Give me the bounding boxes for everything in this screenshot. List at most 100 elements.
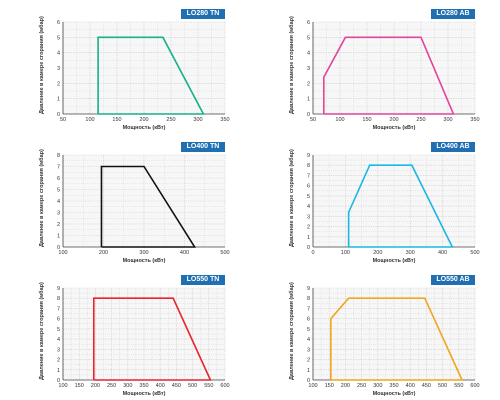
y-tick-label: 5 [307, 194, 310, 200]
y-tick-label: 0 [307, 378, 310, 384]
y-tick-label: 2 [57, 358, 60, 364]
y-tick-label: 4 [307, 204, 310, 210]
x-tick-label: 100 [308, 383, 317, 389]
chart-title-badge: LO280 TN [181, 9, 225, 19]
x-tick-label: 600 [220, 383, 229, 389]
y-tick-label: 7 [307, 173, 310, 179]
chart-title-badge: LO400 AB [431, 142, 475, 152]
y-tick-label: 2 [307, 81, 310, 87]
y-tick-label: 8 [57, 153, 60, 159]
x-axis-label: Мощность (кВт) [372, 258, 416, 264]
y-tick-label: 3 [57, 66, 60, 72]
x-tick-label: 200 [139, 117, 148, 123]
x-tick-label: 300 [373, 383, 382, 389]
plot-area: 0 100 200 300 400 500 0 1 2 3 4 5 6 7 8 9 [307, 153, 480, 256]
y-tick-label: 6 [57, 176, 60, 182]
y-tick-label: 1 [57, 368, 60, 374]
plot-area: 50 100 150 200 250 300 350 0 1 2 3 4 5 6 [57, 20, 230, 123]
y-tick-label: 0 [57, 112, 60, 118]
x-axis-label: Мощность (кВт) [122, 258, 166, 264]
x-tick-label: 300 [123, 383, 132, 389]
x-tick-label: 300 [406, 250, 415, 256]
chart-lo550-ab: LO550 AB Давление в камере сгорания (мба… [250, 266, 500, 399]
x-tick-label: 500 [220, 250, 229, 256]
x-tick-label: 500 [438, 383, 447, 389]
x-tick-label: 150 [75, 383, 84, 389]
y-tick-label: 7 [57, 165, 60, 171]
operating-envelope-line [97, 36, 205, 115]
operating-envelope-line [92, 297, 212, 381]
x-tick-label: 400 [156, 383, 165, 389]
y-tick-label: 2 [57, 81, 60, 87]
x-tick-label: 100 [341, 250, 350, 256]
chart-lo280-tn: LO280 TN Давление в камере сгорания (мба… [0, 0, 250, 133]
x-tick-label: 100 [58, 250, 67, 256]
y-tick-label: 6 [57, 20, 60, 26]
y-tick-label: 6 [307, 317, 310, 323]
chart-title-badge: LO550 TN [181, 275, 225, 285]
y-tick-label: 9 [57, 286, 60, 292]
x-axis-label: Мощность (кВт) [372, 125, 416, 131]
x-tick-label: 350 [389, 383, 398, 389]
x-tick-label: 100 [58, 383, 67, 389]
x-tick-label: 400 [180, 250, 189, 256]
x-tick-label: 150 [362, 117, 371, 123]
y-tick-label: 5 [57, 327, 60, 333]
y-tick-label: 1 [307, 97, 310, 103]
operating-envelope-line [323, 36, 455, 115]
x-tick-label: 200 [341, 383, 350, 389]
x-tick-label: 350 [139, 383, 148, 389]
y-tick-label: 3 [307, 66, 310, 72]
y-tick-label: 7 [307, 306, 310, 312]
y-tick-label: 0 [57, 378, 60, 384]
y-tick-label: 7 [57, 306, 60, 312]
chart-lo400-ab: LO400 AB Давление в камере сгорания (мба… [250, 133, 500, 266]
chart-lo280-ab: LO280 AB Давление в камере сгорания (мба… [250, 0, 500, 133]
y-tick-label: 1 [57, 234, 60, 240]
y-tick-label: 2 [57, 222, 60, 228]
x-tick-label: 450 [422, 383, 431, 389]
x-tick-label: 450 [172, 383, 181, 389]
x-tick-label: 500 [470, 250, 479, 256]
chart-lo400-tn: LO400 TN Давление в камере сгорания (мба… [0, 133, 250, 266]
operating-envelope-line [100, 165, 197, 248]
x-tick-label: 50 [60, 117, 66, 123]
plot-area: 50 100 150 200 250 300 350 0 1 2 3 4 5 6 [307, 20, 480, 123]
y-tick-label: 6 [57, 317, 60, 323]
x-tick-label: 350 [470, 117, 479, 123]
y-tick-label: 5 [57, 35, 60, 41]
y-tick-label: 6 [307, 184, 310, 190]
y-tick-label: 0 [307, 112, 310, 118]
x-tick-label: 200 [91, 383, 100, 389]
x-tick-label: 0 [311, 250, 314, 256]
x-tick-label: 250 [357, 383, 366, 389]
y-tick-label: 1 [57, 97, 60, 103]
x-tick-label: 400 [406, 383, 415, 389]
y-tick-label: 5 [307, 327, 310, 333]
x-axis-label: Мощность (кВт) [122, 125, 166, 131]
chart-title-badge: LO280 AB [431, 9, 475, 19]
y-tick-label: 3 [57, 347, 60, 353]
x-tick-label: 100 [335, 117, 344, 123]
y-tick-label: 2 [307, 225, 310, 231]
chart-title-badge: LO400 TN [181, 142, 225, 152]
x-tick-label: 350 [220, 117, 229, 123]
y-tick-label: 1 [307, 235, 310, 241]
x-tick-label: 300 [443, 117, 452, 123]
y-tick-label: 5 [307, 35, 310, 41]
y-tick-label: 9 [307, 153, 310, 159]
y-tick-label: 0 [307, 245, 310, 251]
chart-lo550-tn: LO550 TN Давление в камере сгорания (мба… [0, 266, 250, 399]
y-tick-label: 3 [57, 211, 60, 217]
x-tick-label: 150 [325, 383, 334, 389]
y-tick-label: 8 [57, 296, 60, 302]
x-tick-label: 300 [193, 117, 202, 123]
x-tick-label: 600 [470, 383, 479, 389]
y-tick-label: 6 [307, 20, 310, 26]
x-tick-label: 400 [438, 250, 447, 256]
x-axis-label: Мощность (кВт) [122, 391, 166, 397]
y-tick-label: 5 [57, 188, 60, 194]
y-tick-label: 2 [307, 358, 310, 364]
chart-title-badge: LO550 AB [431, 275, 475, 285]
x-tick-label: 200 [389, 117, 398, 123]
